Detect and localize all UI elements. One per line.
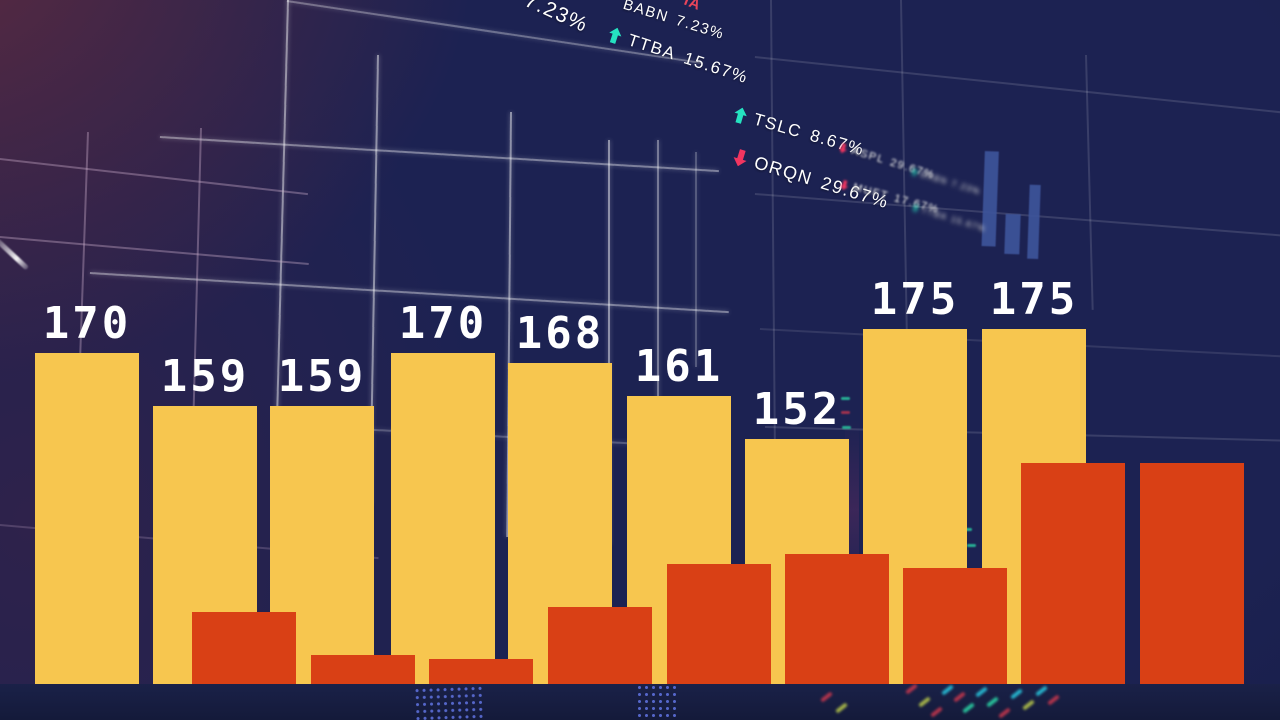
orange-bar: [1140, 463, 1244, 684]
orange-bar: [785, 554, 889, 684]
candle-mark: [967, 544, 976, 547]
bar-value-label: 152: [752, 384, 842, 435]
bar-value-label: 161: [634, 341, 724, 392]
bar-value-label: 168: [515, 308, 605, 359]
orange-bar: [548, 607, 652, 684]
candle-mark: [841, 397, 850, 400]
orange-bar: [429, 659, 533, 684]
orange-bar: [903, 568, 1007, 684]
bar-value-label: 159: [277, 351, 367, 402]
orange-bar: [311, 655, 415, 684]
candle-mark: [841, 411, 850, 414]
orange-bar: [192, 612, 296, 684]
bar-value-label: 170: [398, 298, 488, 349]
bar-value-label: 175: [870, 274, 960, 325]
orange-bar: [667, 564, 771, 684]
bar-value-label: 159: [160, 351, 250, 402]
bar-value-label: 170: [42, 298, 132, 349]
candle-mark: [963, 528, 972, 531]
dot-matrix-patch: [636, 684, 678, 720]
bar-value-label: 175: [989, 274, 1079, 325]
yellow-bar: [391, 353, 495, 684]
yellow-bar: [35, 353, 139, 684]
candle-mark: [842, 426, 851, 429]
orange-bar: [1021, 463, 1125, 684]
